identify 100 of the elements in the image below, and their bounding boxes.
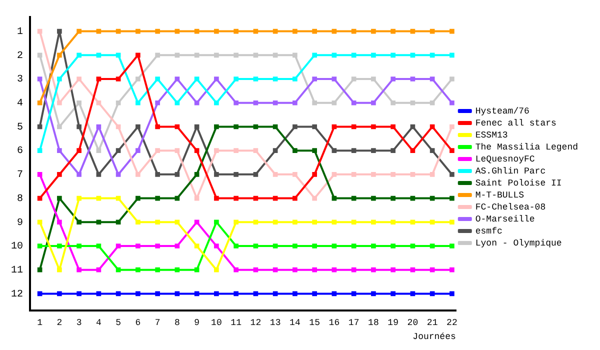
x-tick-label: 16 (328, 318, 340, 328)
point (76, 267, 82, 272)
point (332, 291, 337, 296)
point (312, 172, 317, 177)
point (272, 196, 278, 201)
point (136, 267, 140, 272)
point (37, 244, 42, 248)
point (253, 148, 258, 153)
point (390, 76, 396, 82)
point (234, 267, 238, 272)
point (155, 244, 160, 248)
point (390, 291, 396, 296)
point (214, 267, 219, 272)
point (371, 196, 376, 201)
x-tick-label: 8 (174, 318, 180, 328)
point (174, 28, 180, 34)
x-tick-label: 1 (37, 318, 43, 328)
point (410, 76, 416, 82)
point (292, 291, 298, 296)
legend-label: esmfc (475, 226, 502, 236)
y-tick-label: 7 (16, 170, 23, 182)
point (174, 220, 180, 225)
point (292, 172, 298, 177)
point (272, 52, 278, 58)
point (234, 172, 238, 177)
legend-label: M-T-BULLS (475, 190, 524, 200)
point (292, 76, 298, 82)
point (116, 52, 121, 58)
point (253, 196, 258, 201)
point (292, 100, 298, 106)
point (57, 100, 62, 106)
point (136, 76, 140, 82)
point (174, 196, 180, 201)
point (272, 100, 278, 106)
point (272, 172, 278, 177)
point (57, 52, 62, 58)
x-tick-label: 5 (116, 318, 122, 328)
point (253, 124, 258, 130)
point (136, 244, 140, 248)
point (194, 196, 200, 201)
point (410, 220, 416, 225)
point (430, 196, 435, 201)
point (174, 148, 180, 153)
point (194, 52, 200, 58)
point (430, 28, 435, 34)
point (155, 28, 160, 34)
point (371, 124, 376, 130)
point (96, 291, 102, 296)
point (332, 28, 337, 34)
point (450, 244, 454, 248)
point (430, 291, 435, 296)
point (332, 196, 337, 201)
point (136, 220, 140, 225)
x-axis-title: Journées (412, 332, 456, 342)
point (450, 76, 454, 82)
point (116, 196, 121, 201)
point (312, 124, 317, 130)
y-tick-label: 10 (10, 242, 23, 253)
point (450, 28, 454, 34)
point (116, 220, 121, 225)
x-tick-label: 18 (368, 318, 379, 328)
point (371, 100, 376, 106)
x-tick-label: 14 (290, 318, 300, 328)
point (234, 28, 238, 34)
point (116, 76, 121, 82)
point (390, 124, 396, 130)
point (371, 220, 376, 225)
point (450, 172, 454, 177)
x-tick-label: 21 (426, 318, 438, 328)
point (214, 148, 219, 153)
point (292, 52, 298, 58)
point (351, 244, 356, 248)
point (450, 52, 454, 58)
point (450, 196, 454, 201)
point (155, 124, 160, 130)
point (234, 291, 238, 296)
point (214, 291, 219, 296)
point (272, 291, 278, 296)
point (312, 52, 317, 58)
point (136, 124, 140, 130)
point (312, 100, 317, 106)
point (76, 196, 82, 201)
point (292, 124, 298, 130)
point (351, 172, 356, 177)
point (351, 267, 356, 272)
point (214, 244, 219, 248)
point (272, 267, 278, 272)
point (37, 76, 42, 82)
point (371, 244, 376, 248)
point (116, 291, 121, 296)
point (214, 76, 219, 82)
legend-label: LeQuesnoyFC (475, 154, 536, 164)
point (116, 148, 121, 153)
point (332, 244, 337, 248)
x-tick-label: 4 (96, 318, 102, 328)
point (430, 76, 435, 82)
point (76, 244, 82, 248)
point (174, 244, 180, 248)
point (351, 28, 356, 34)
point (194, 244, 200, 248)
